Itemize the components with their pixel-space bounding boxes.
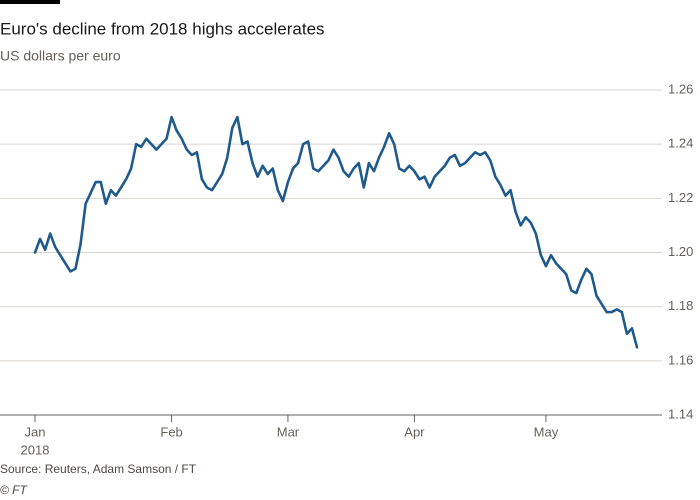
line <box>33 115 639 349</box>
chart-subtitle: US dollars per euro <box>0 48 121 64</box>
x-year-label: 2018 <box>21 442 50 457</box>
x-tick-label: Jan <box>25 424 46 439</box>
x-tick-label: Feb <box>160 424 182 439</box>
source: Source: Reuters, Adam Samson / FT <box>0 462 197 476</box>
y-tick-label: 1.14 <box>668 406 693 421</box>
y-tick-label: 1.22 <box>668 190 693 205</box>
x-tick-label: Mar <box>277 424 300 439</box>
brand-bar <box>0 0 60 4</box>
y-tick-label: 1.16 <box>668 352 693 367</box>
chart-title: Euro's decline from 2018 highs accelerat… <box>0 19 325 38</box>
y-tick-label: 1.18 <box>668 298 693 313</box>
credit: © FT <box>0 483 29 497</box>
y-tick-label: 1.26 <box>668 81 693 96</box>
y-tick-label: 1.24 <box>668 136 693 151</box>
x-tick-label: May <box>534 424 559 439</box>
x-tick-label: Apr <box>404 424 425 439</box>
y-tick-label: 1.20 <box>668 244 693 259</box>
